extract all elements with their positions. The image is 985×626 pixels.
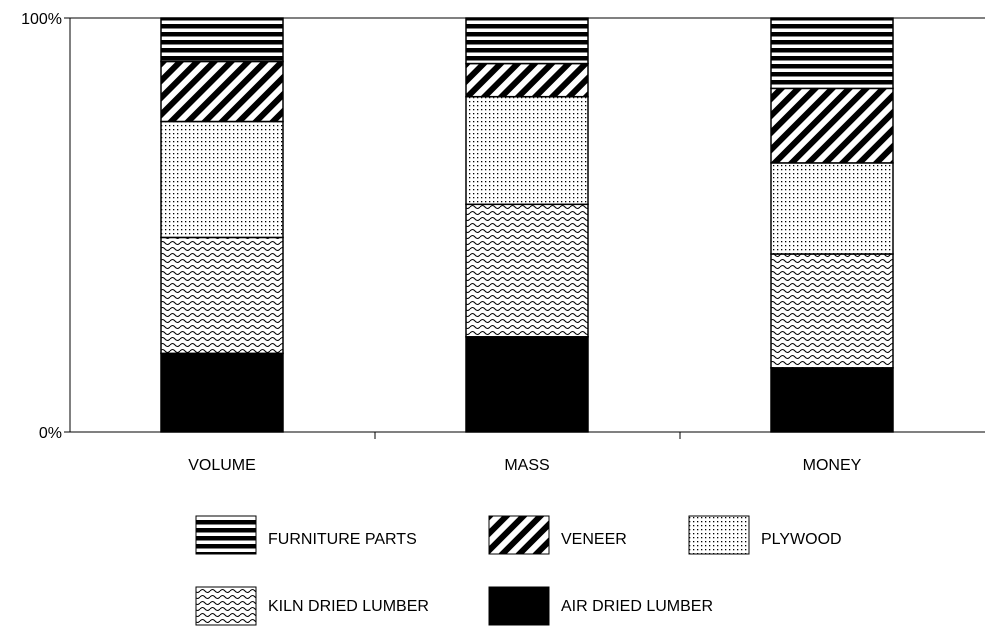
bar-mass-kiln-dried-lumber (465, 203, 589, 338)
bar-money-furniture-parts (770, 17, 894, 90)
y-tick-label-0: 0% (39, 425, 62, 442)
bar-mass-plywood (465, 95, 589, 206)
x-tick-label-volume: VOLUME (188, 457, 256, 474)
bar-volume-plywood (160, 120, 284, 239)
legend-swatch-plywood (688, 515, 750, 555)
legend: FURNITURE PARTS VENEER PLYWOOD KILN DRIE… (195, 515, 842, 626)
bar-volume-kiln-dried-lumber (160, 236, 284, 355)
bar-volume-veneer (160, 60, 284, 123)
x-tick-label-mass: MASS (504, 457, 549, 474)
bar-volume-furniture-parts (160, 17, 284, 63)
bar-mass-veneer (465, 62, 589, 98)
legend-swatch-furniture-parts (195, 515, 257, 555)
legend-label-plywood: PLYWOOD (761, 531, 842, 548)
bar-money-kiln-dried-lumber (770, 253, 894, 369)
bar-money-veneer (770, 87, 894, 164)
bar-mass-air-dried-lumber (465, 336, 589, 433)
legend-swatch-air-dried-lumber (488, 586, 550, 626)
y-tick-label-100: 100% (21, 11, 62, 28)
x-tick-labels: VOLUME MASS MONEY (188, 457, 861, 474)
bar-money-plywood (770, 162, 894, 255)
bar-money-air-dried-lumber (770, 367, 894, 433)
legend-label-veneer: VENEER (561, 531, 627, 548)
legend-swatch-kiln-dried-lumber (195, 586, 257, 626)
legend-swatch-veneer (488, 515, 550, 555)
x-tick-label-money: MONEY (803, 457, 862, 474)
bars-group (160, 17, 894, 433)
bar-mass-furniture-parts (465, 17, 589, 65)
legend-label-kiln-dried-lumber: KILN DRIED LUMBER (268, 598, 429, 615)
legend-label-furniture-parts: FURNITURE PARTS (268, 531, 417, 548)
legend-label-air-dried-lumber: AIR DRIED LUMBER (561, 598, 713, 615)
bar-volume-air-dried-lumber (160, 352, 284, 433)
